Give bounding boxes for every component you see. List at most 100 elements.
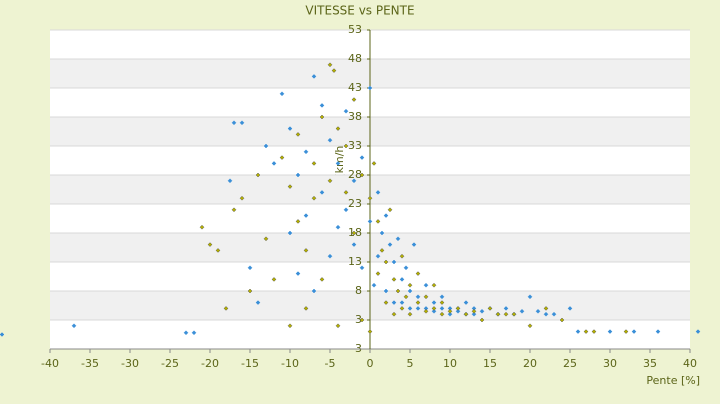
point: [439, 294, 445, 300]
y-tick-label: 38: [348, 110, 362, 123]
point: [575, 329, 581, 334]
y-tick-label: 48: [348, 52, 362, 65]
point: [231, 120, 237, 126]
point: [503, 306, 509, 311]
point: [351, 178, 357, 184]
point: [543, 306, 549, 311]
point: [479, 317, 485, 323]
point: [295, 132, 301, 137]
point: [303, 149, 309, 155]
x-tick-label: -30: [121, 357, 139, 370]
point: [311, 195, 317, 201]
point: [335, 126, 341, 131]
point: [407, 282, 413, 288]
x-tick-label: -5: [325, 357, 336, 370]
point: [439, 300, 445, 305]
point: [395, 288, 401, 294]
point: [327, 178, 333, 184]
point: [371, 282, 377, 288]
point: [367, 219, 373, 224]
point: [479, 308, 485, 314]
point: [399, 253, 405, 259]
point: [623, 329, 629, 334]
point: [439, 311, 445, 317]
point: [371, 161, 377, 166]
point: [359, 317, 365, 323]
point: [295, 271, 301, 276]
x-tick-label: -35: [81, 357, 99, 370]
point: [387, 207, 393, 213]
point: [263, 236, 269, 242]
point: [379, 230, 385, 236]
point: [255, 300, 261, 305]
point: [287, 126, 293, 131]
point: [0, 332, 5, 337]
x-tick-label: -10: [281, 357, 299, 370]
x-tick-label: -25: [161, 357, 179, 370]
point: [471, 311, 477, 317]
point: [655, 329, 661, 334]
point: [379, 248, 385, 253]
point: [335, 161, 341, 166]
point: [431, 308, 437, 314]
point: [455, 308, 461, 314]
point: [227, 178, 233, 184]
point: [311, 74, 317, 79]
point: [287, 184, 293, 189]
point: [591, 329, 597, 334]
point: [319, 277, 325, 282]
x-tick-label: 10: [443, 357, 457, 370]
x-tick-label: -40: [41, 357, 59, 370]
point: [335, 224, 341, 230]
point: [247, 288, 253, 294]
point: [271, 277, 277, 282]
x-tick-label: 15: [483, 357, 497, 370]
point: [695, 329, 701, 334]
point: [395, 236, 401, 242]
point: [423, 282, 429, 288]
point: [383, 213, 389, 218]
point: [495, 311, 501, 317]
y-tick-label: 33: [348, 139, 362, 152]
point: [335, 323, 341, 329]
point: [215, 248, 221, 253]
x-tick-label: 5: [407, 357, 414, 370]
point: [543, 311, 549, 317]
point: [423, 308, 429, 314]
point: [287, 230, 293, 236]
x-tick-label: 30: [603, 357, 617, 370]
point: [311, 288, 317, 294]
point: [583, 329, 589, 334]
point: [631, 329, 637, 334]
point: [287, 323, 293, 329]
point: [343, 108, 349, 114]
point: [311, 161, 317, 166]
point: [303, 306, 309, 311]
y-tick-label: 3: [355, 313, 362, 326]
point: [559, 317, 565, 323]
point: [535, 308, 541, 314]
point: [403, 294, 409, 300]
y-tick-label: 28: [348, 168, 362, 181]
y-tick-label: 23: [348, 197, 362, 210]
point: [359, 265, 365, 271]
point: [415, 306, 421, 311]
point: [487, 306, 493, 311]
point: [423, 294, 429, 300]
point: [383, 300, 389, 305]
point: [551, 311, 557, 317]
point: [319, 103, 325, 108]
point: [303, 248, 309, 253]
point: [295, 172, 301, 178]
point: [199, 224, 205, 230]
point: [239, 120, 245, 126]
point: [231, 207, 237, 213]
point: [519, 308, 525, 314]
point: [407, 306, 413, 311]
point: [319, 114, 325, 120]
point: [207, 242, 213, 247]
point: [403, 265, 409, 271]
point: [303, 213, 309, 218]
point: [431, 282, 437, 288]
